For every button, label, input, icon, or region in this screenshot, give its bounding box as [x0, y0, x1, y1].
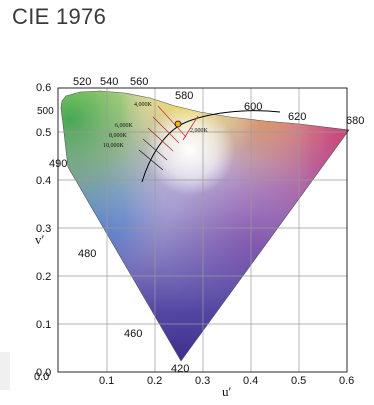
- cct-6000k: 6,000K: [115, 123, 134, 129]
- wavelength-620: 620: [288, 111, 306, 123]
- x-tick-1: 0.1: [99, 375, 114, 387]
- wavelength-560: 560: [130, 76, 148, 88]
- x-tick-labels: 0.0 0.1 0.2 0.3 0.4 0.5 0.6: [34, 371, 354, 387]
- x-tick-5: 0.5: [291, 375, 306, 387]
- x-axis-label: u′: [222, 384, 232, 399]
- cct-10000k: 10,000K: [103, 143, 125, 149]
- grid: [58, 88, 347, 372]
- y-tick-0: 0.0: [36, 367, 51, 379]
- y-tick-2: 0.2: [36, 271, 51, 283]
- x-tick-3: 0.3: [195, 375, 210, 387]
- x-tick-4: 0.4: [243, 375, 258, 387]
- spectral-locus-outline: [60, 90, 350, 362]
- wavelength-600: 600: [244, 101, 262, 113]
- wavelength-680: 680: [346, 115, 364, 127]
- corner-panel: [0, 352, 10, 390]
- wavelength-labels: 520 540 560 580 600 620 680 500 490 480 …: [37, 76, 364, 375]
- y-tick-labels: 0.0 0.1 0.2 0.3 0.4 0.5 0.6: [36, 82, 51, 379]
- isotemperature-lines: [138, 105, 199, 171]
- x-tick-0: 0.0: [34, 371, 49, 383]
- y-tick-6: 0.6: [36, 82, 51, 94]
- wavelength-500: 500: [37, 106, 54, 117]
- wavelength-420: 420: [171, 363, 189, 375]
- wavelength-540: 540: [100, 76, 118, 88]
- y-axis-label: v′: [35, 232, 45, 247]
- x-tick-2: 0.2: [147, 375, 162, 387]
- cct-labels: 4,000K 6,000K 8,000K 10,000K 2,000K: [103, 102, 209, 149]
- y-tick-4: 0.4: [36, 175, 51, 187]
- planckian-locus: [141, 110, 281, 183]
- cct-4000k: 4,000K: [134, 102, 153, 108]
- cct-2000k: 2,000K: [190, 128, 209, 134]
- y-tick-1: 0.1: [36, 319, 51, 331]
- x-tick-6: 0.6: [339, 375, 354, 387]
- wavelength-520: 520: [73, 76, 91, 88]
- y-tick-5: 0.5: [36, 127, 51, 139]
- wavelength-460: 460: [124, 328, 142, 340]
- white-point-marker: [174, 120, 182, 128]
- y-tick-3: 0.3: [36, 223, 51, 235]
- wavelength-580: 580: [175, 90, 193, 102]
- wavelength-490: 490: [49, 158, 67, 170]
- wavelength-480: 480: [78, 248, 96, 260]
- page-title: CIE 1976: [12, 4, 107, 29]
- cct-8000k: 8,000K: [109, 133, 128, 139]
- axes-frame: [57, 87, 348, 373]
- color-gamut: [61, 91, 349, 361]
